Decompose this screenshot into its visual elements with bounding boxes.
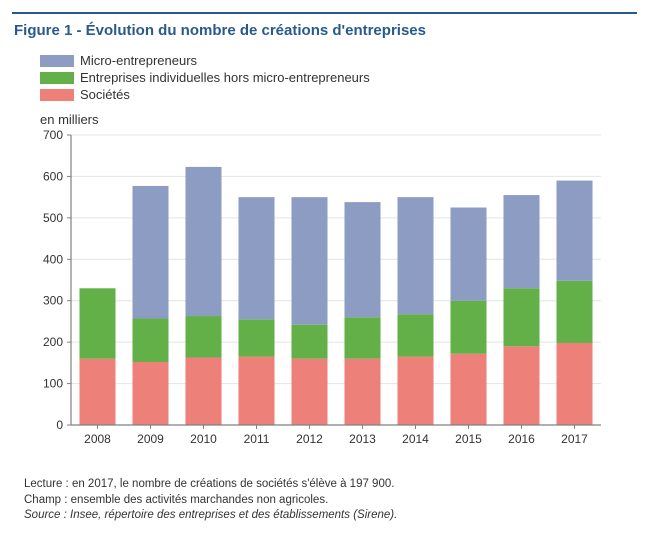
legend: Micro-entrepreneurs Entreprises individu…: [40, 53, 637, 102]
svg-text:200: 200: [43, 335, 63, 349]
footnote-source: Source : Insee, répertoire des entrepris…: [24, 508, 633, 524]
legend-label-micro: Micro-entrepreneurs: [80, 53, 197, 68]
legend-label-indiv: Entreprises individuelles hors micro-ent…: [80, 70, 370, 85]
svg-text:0: 0: [56, 418, 63, 432]
chart: 0 100 200 300 400 500 600 700 2008 2009 2010 2011 20…: [16, 129, 616, 469]
legend-label-soc: Sociétés: [80, 87, 130, 102]
footnote-champ: Champ : ensemble des activités marchande…: [24, 493, 633, 509]
svg-text:300: 300: [43, 294, 63, 308]
svg-text:2016: 2016: [508, 432, 535, 446]
footnote-lecture: Lecture : en 2017, le nombre de création…: [24, 477, 633, 493]
legend-swatch-indiv: [40, 72, 74, 84]
svg-text:2015: 2015: [455, 432, 482, 446]
svg-text:500: 500: [43, 211, 63, 225]
svg-text:100: 100: [43, 377, 63, 391]
svg-text:2013: 2013: [349, 432, 376, 446]
y-axis-title: en milliers: [40, 112, 637, 127]
legend-item-micro: Micro-entrepreneurs: [40, 53, 637, 68]
svg-text:2011: 2011: [244, 432, 270, 446]
svg-text:700: 700: [43, 129, 63, 142]
figure-title: Figure 1 - Évolution du nombre de créati…: [14, 22, 637, 39]
svg-text:600: 600: [43, 169, 63, 183]
svg-text:2009: 2009: [137, 432, 164, 446]
legend-swatch-micro: [40, 55, 74, 67]
legend-swatch-soc: [40, 89, 74, 101]
footnotes: Lecture : en 2017, le nombre de création…: [24, 477, 633, 524]
figure-container: Figure 1 - Évolution du nombre de créati…: [12, 12, 637, 524]
legend-item-soc: Sociétés: [40, 87, 637, 102]
svg-text:2008: 2008: [84, 432, 111, 446]
svg-text:2012: 2012: [296, 432, 323, 446]
legend-item-indiv: Entreprises individuelles hors micro-ent…: [40, 70, 637, 85]
svg-text:2017: 2017: [561, 432, 588, 446]
svg-text:2010: 2010: [190, 432, 217, 446]
svg-text:400: 400: [43, 252, 63, 266]
svg-text:2014: 2014: [402, 432, 429, 446]
